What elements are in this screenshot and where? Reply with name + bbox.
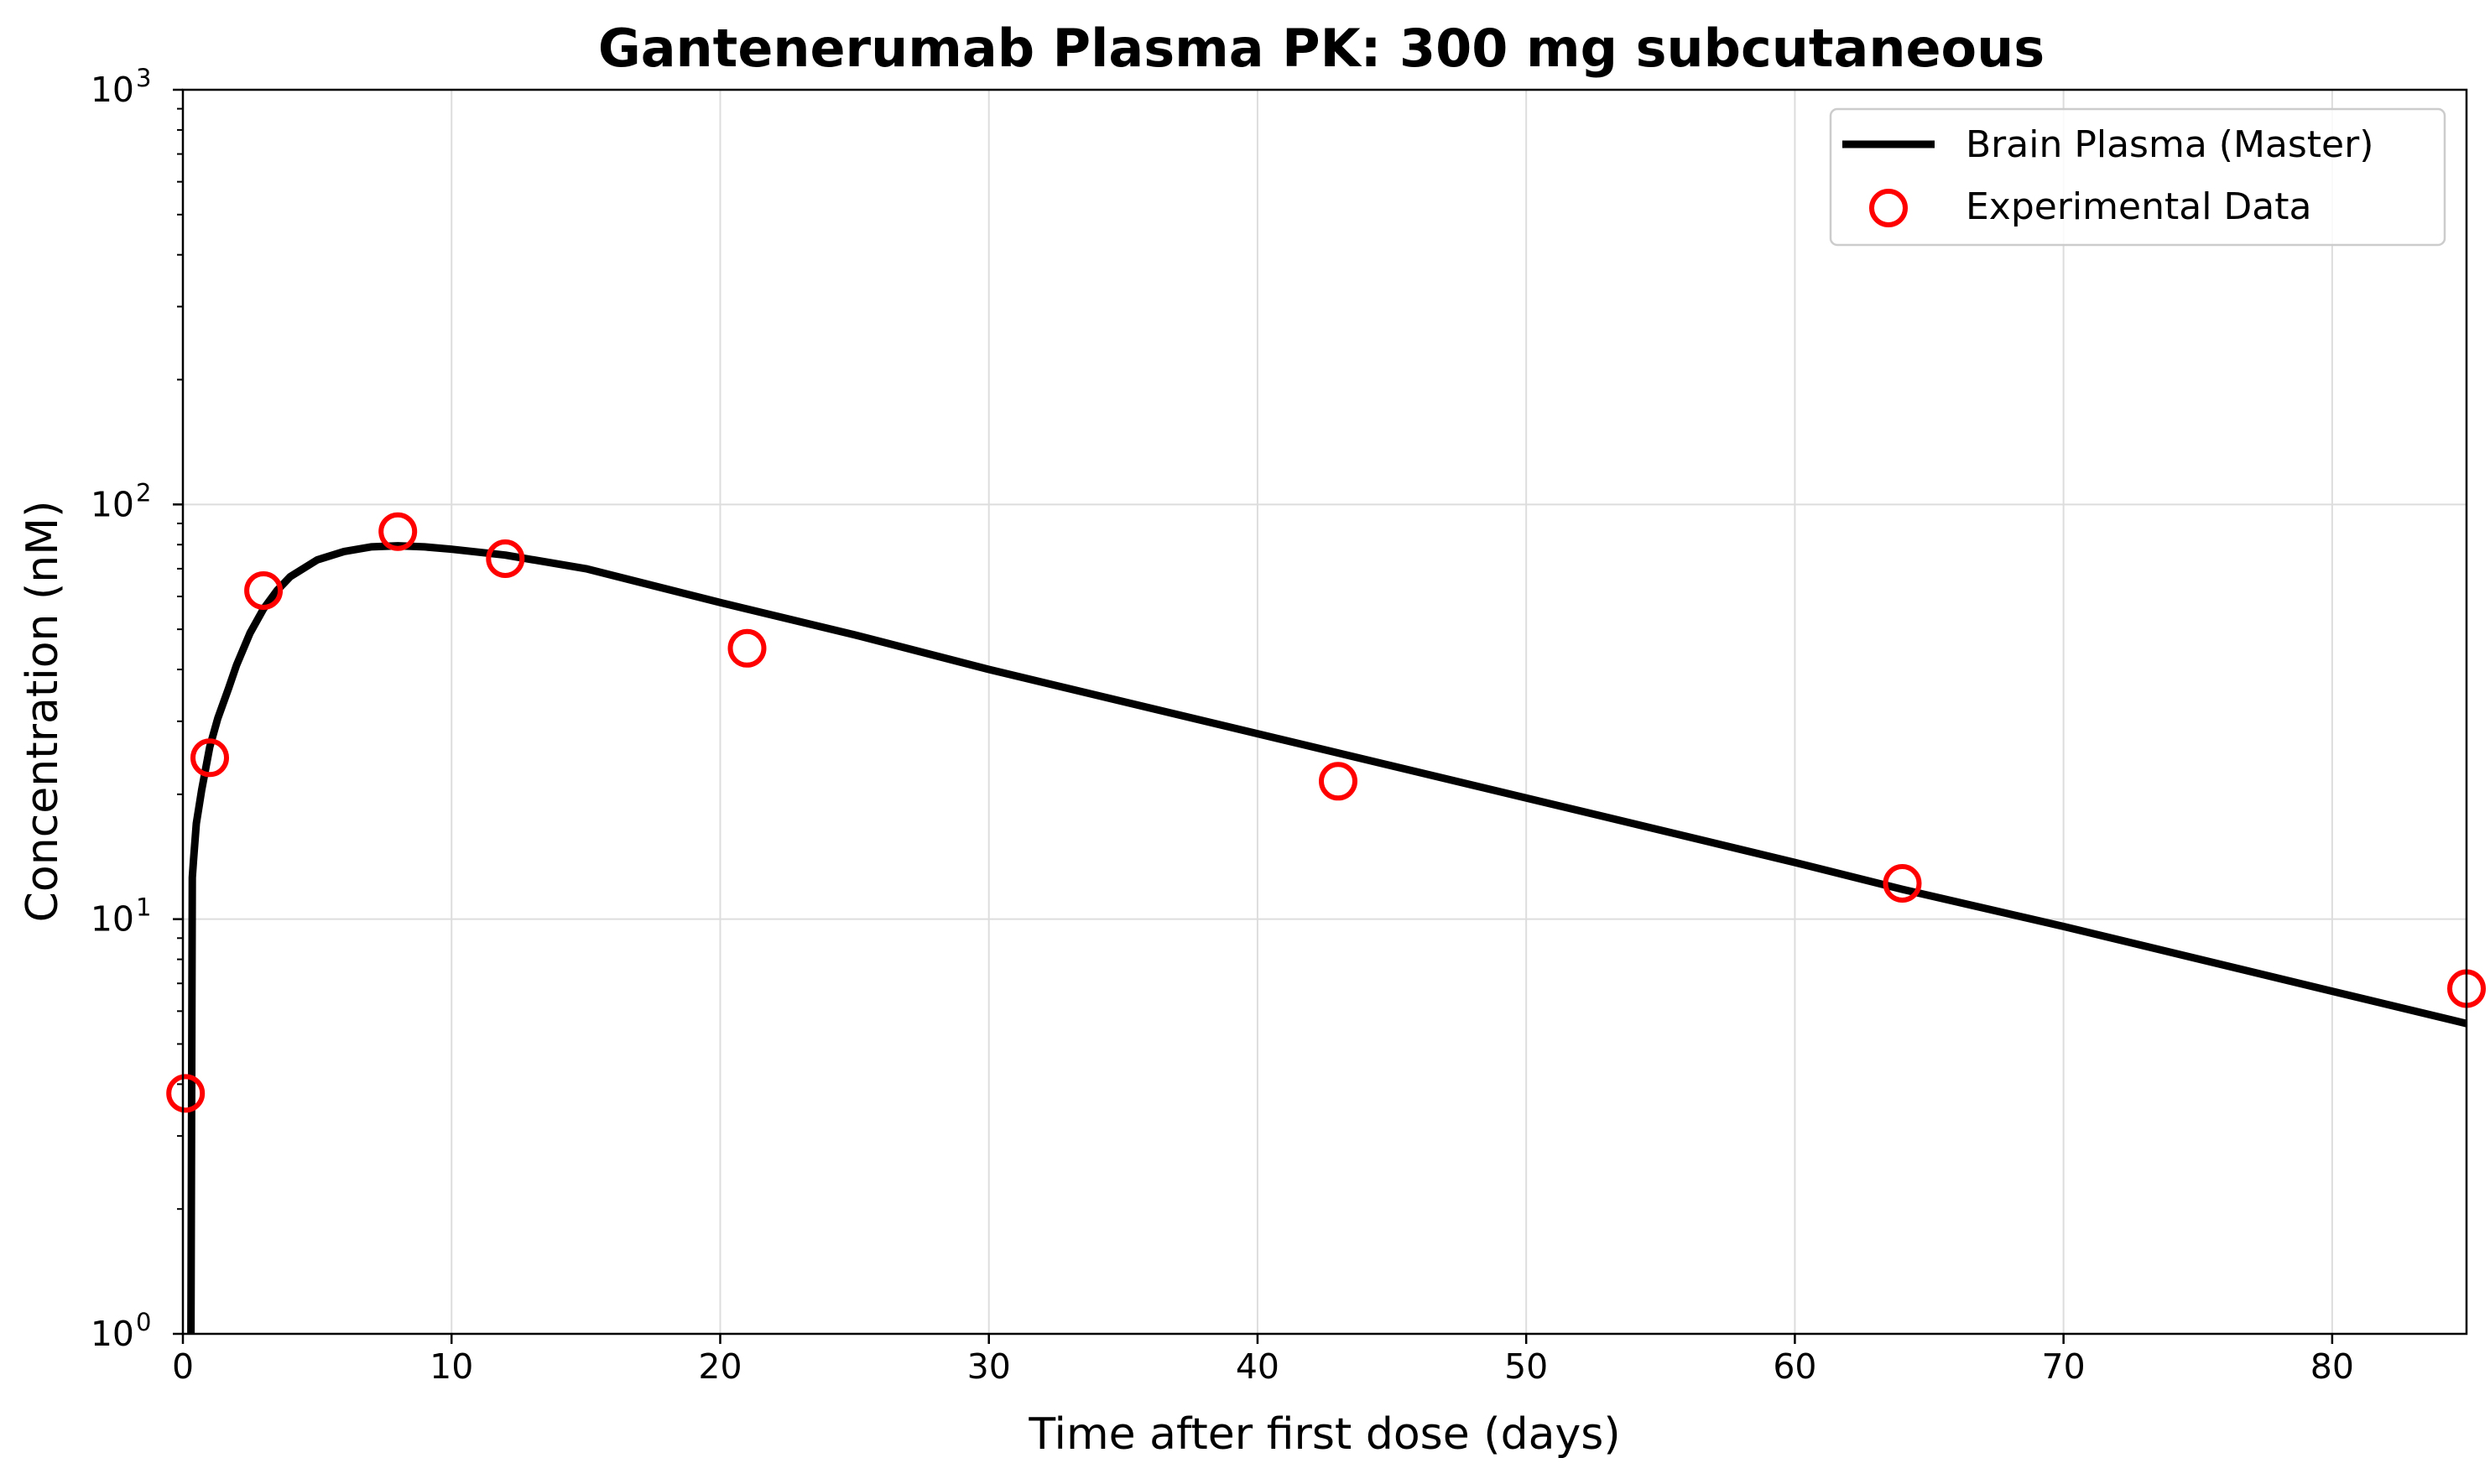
- data-point: [1883, 864, 1922, 903]
- series-layer: [166, 512, 2486, 1334]
- legend: Brain Plasma (Master) Experimental Data: [1829, 107, 2446, 247]
- x-tick-label: 80: [2310, 1346, 2354, 1387]
- y-tick-exponent: 1: [136, 893, 151, 922]
- chart-title: Gantenerumab Plasma PK: 300 mg subcutane…: [598, 18, 2045, 79]
- data-point: [1319, 762, 1357, 801]
- x-tick-label: 50: [1504, 1346, 1548, 1387]
- x-tick-label: 40: [1236, 1346, 1279, 1387]
- x-axis: 0 10 20 30 40 50 60 70 80: [172, 1334, 2354, 1387]
- y-tick-label: 10: [91, 899, 134, 940]
- x-axis-label: Time after first dose (days): [1028, 1409, 1620, 1460]
- x-tick-label: 60: [1773, 1346, 1816, 1387]
- y-tick-label: 10: [91, 1314, 134, 1354]
- legend-marker-swatch: [1869, 189, 1908, 227]
- y-tick-label: 10: [91, 70, 134, 110]
- x-tick-label: 20: [698, 1346, 742, 1387]
- data-point: [166, 1074, 206, 1113]
- data-point: [727, 628, 767, 668]
- y-tick-label: 10: [91, 484, 134, 524]
- grid: [182, 90, 2467, 1334]
- data-point: [378, 512, 418, 551]
- x-tick-label: 0: [172, 1346, 194, 1387]
- data-point: [190, 738, 229, 778]
- legend-box: [1829, 107, 2446, 247]
- x-tick-label: 10: [430, 1346, 473, 1387]
- y-tick-exponent: 0: [136, 1308, 151, 1336]
- series-line: [187, 542, 2467, 1334]
- legend-label-scatter: Experimental Data: [1966, 185, 2311, 228]
- y-tick-exponent: 2: [136, 478, 151, 507]
- x-tick-label: 30: [967, 1346, 1011, 1387]
- data-point: [244, 571, 284, 610]
- legend-label-line: Brain Plasma (Master): [1966, 123, 2373, 166]
- y-tick-exponent: 3: [136, 64, 151, 92]
- x-tick-label: 70: [2042, 1346, 2086, 1387]
- data-point: [486, 539, 525, 578]
- y-axis-label: Concentration (nM): [18, 501, 68, 923]
- plot-frame: [181, 88, 2468, 1336]
